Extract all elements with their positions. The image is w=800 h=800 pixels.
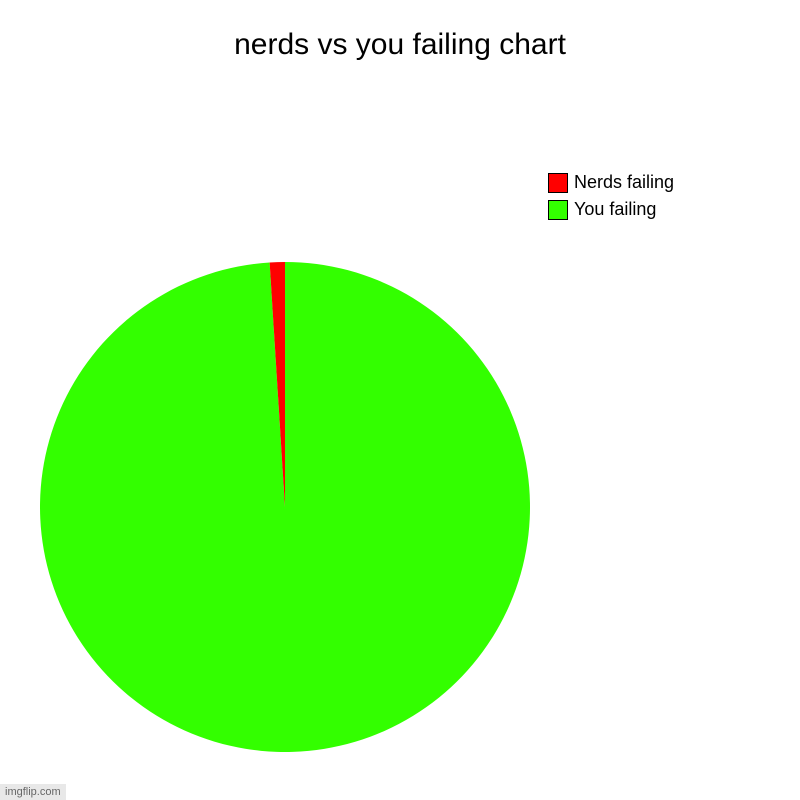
chart-title: nerds vs you failing chart [0,0,800,62]
legend: Nerds failing You failing [548,172,674,220]
legend-item: Nerds failing [548,172,674,193]
pie-chart [40,262,530,757]
legend-label: You failing [574,199,656,220]
legend-label: Nerds failing [574,172,674,193]
watermark: imgflip.com [0,784,66,800]
pie-svg [40,262,530,752]
legend-item: You failing [548,199,674,220]
legend-swatch-icon [548,173,568,193]
legend-swatch-icon [548,200,568,220]
